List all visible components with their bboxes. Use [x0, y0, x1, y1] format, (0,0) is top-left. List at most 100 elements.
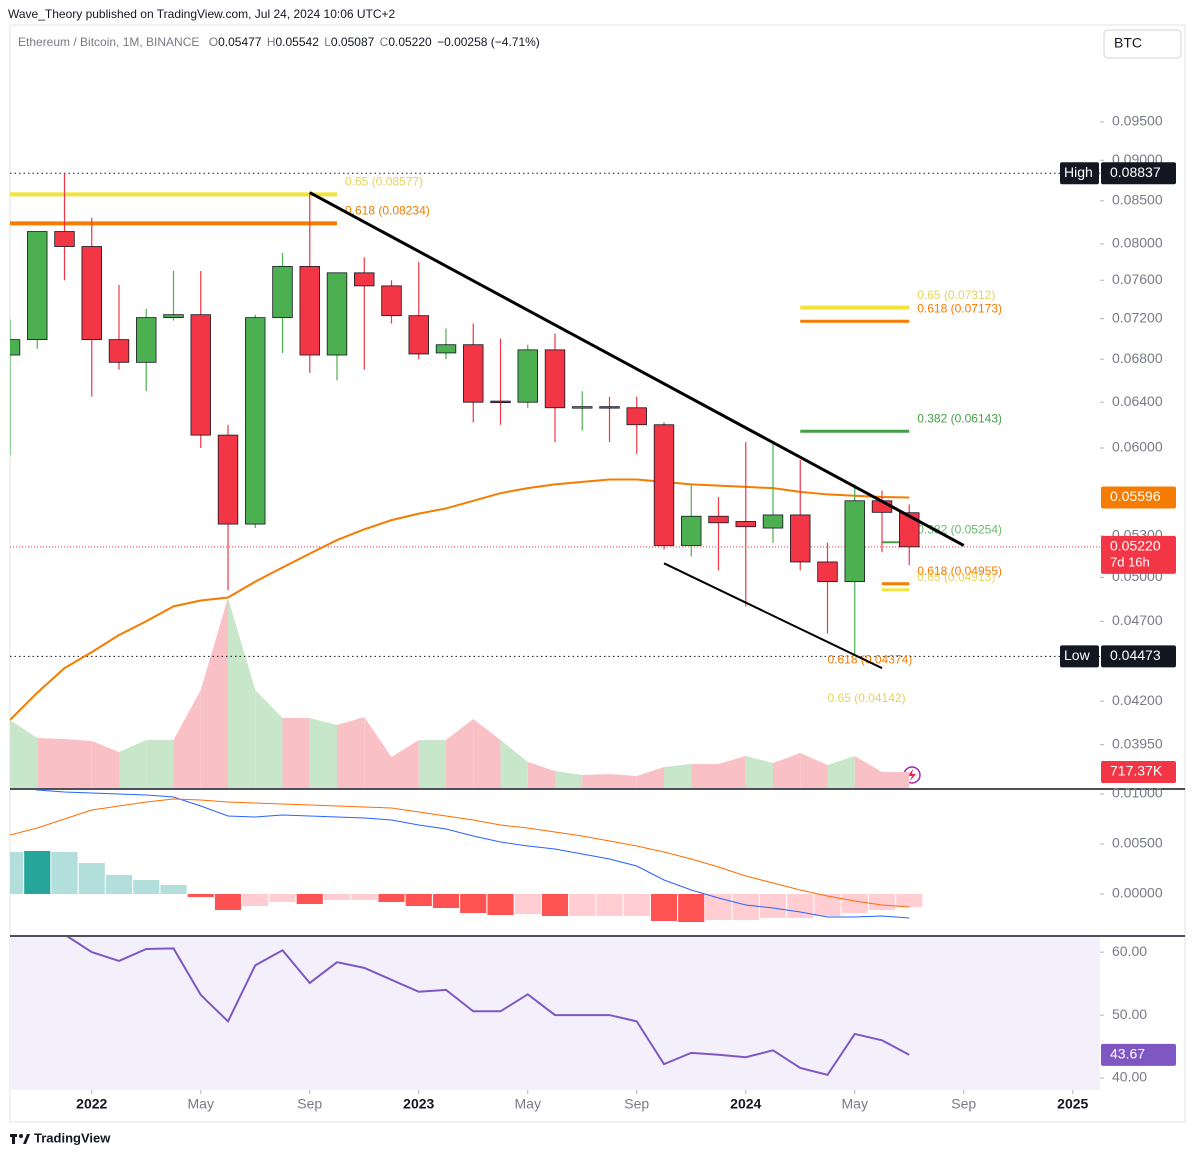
- macd-line: [34, 790, 910, 919]
- trendline: [663, 562, 883, 670]
- y-tick-label: 0.08000: [1112, 235, 1163, 251]
- volume-area: [582, 773, 610, 788]
- ohlc-key: H: [267, 35, 276, 49]
- candle-body: [136, 317, 157, 363]
- y-tick-label: 40.00: [1112, 1069, 1147, 1085]
- y-tick-label: 60.00: [1112, 943, 1147, 959]
- candle-body: [435, 344, 457, 354]
- volume-area: [800, 752, 828, 788]
- candle-body: [108, 339, 130, 363]
- macd-histogram-bar: [214, 894, 242, 910]
- ohlc-value: 0.05542: [276, 35, 320, 49]
- candle-body: [899, 512, 920, 548]
- candle-body: [408, 315, 429, 355]
- x-tick-label: Sep: [297, 1096, 322, 1112]
- publisher: Wave_Theory published on TradingView.com…: [8, 7, 396, 21]
- fib-label: 0.65 (0.04142): [828, 691, 906, 705]
- pane: [10, 790, 923, 922]
- candle-body: [490, 400, 511, 403]
- macd-histogram-bar: [732, 894, 759, 920]
- rsi-line: [66, 937, 910, 1077]
- candle-body: [463, 344, 484, 403]
- last-price-tag-box: [1101, 535, 1176, 574]
- volume-area: [64, 738, 92, 788]
- candle-body: [272, 265, 293, 319]
- candle-body: [653, 424, 675, 546]
- candle-body: [245, 317, 266, 525]
- x-tick-label: Sep: [624, 1096, 649, 1112]
- brand: TradingView: [34, 1130, 111, 1145]
- y-tick-label: 0.00500: [1112, 835, 1163, 851]
- macd-histogram-bar: [896, 894, 923, 907]
- volume-area: [527, 761, 555, 788]
- currency[interactable]: BTC: [1114, 35, 1142, 51]
- volume-area: [691, 763, 719, 788]
- macd-histogram-bar: [814, 894, 841, 916]
- y-tick-label: 0.07200: [1112, 309, 1163, 325]
- y-tick-label: 0.03950: [1112, 735, 1163, 751]
- y-tick-label: 50.00: [1112, 1006, 1147, 1022]
- moving-average: [10, 478, 910, 721]
- y-tick-label: 0.01000: [1112, 785, 1163, 801]
- macd-histogram-bar: [242, 894, 269, 906]
- volume-area: [146, 739, 174, 788]
- candle-body: [381, 285, 402, 317]
- volume-area: [119, 739, 147, 788]
- y-tick-label: 0.08500: [1112, 192, 1163, 208]
- candle-body: [572, 406, 593, 409]
- y-tick-label: 0.06400: [1112, 393, 1163, 409]
- macd-histogram-bar: [432, 894, 460, 908]
- macd-histogram-bar: [596, 894, 623, 916]
- volume-area: [228, 597, 256, 788]
- ohlc-value: 0.05477: [218, 35, 262, 49]
- volume-area: [500, 739, 528, 788]
- fib-label: 0.618 (0.07173): [917, 301, 1002, 315]
- x-tick-label: 2022: [76, 1096, 107, 1112]
- macd-histogram-bar: [514, 894, 541, 914]
- candle-body: [27, 231, 48, 341]
- volume-tag-box: [1101, 760, 1176, 783]
- rsi-tag: 43.67: [1110, 1046, 1145, 1062]
- volume-area: [664, 763, 692, 788]
- volume-area: [773, 752, 801, 788]
- fib-label: 0.618 (0.08234): [345, 204, 430, 218]
- volume-area: [364, 716, 392, 788]
- macd-histogram-bar: [24, 851, 51, 894]
- x-tick-label: 2025: [1057, 1096, 1088, 1112]
- macd-histogram-bar: [351, 894, 378, 900]
- x-tick-label: 2024: [730, 1096, 761, 1112]
- volume-area: [309, 717, 337, 788]
- volume-area: [609, 773, 637, 788]
- volume-area: [337, 716, 365, 788]
- candle-body: [81, 246, 102, 341]
- extreme-value: 0.08837: [1110, 164, 1161, 180]
- macd-histogram-bar: [759, 894, 787, 918]
- candle-body: [681, 515, 702, 546]
- candle-body: [517, 349, 538, 403]
- y-tick-label: 0.04200: [1112, 692, 1163, 708]
- extreme-name-box: [1060, 645, 1099, 668]
- x-tick-label: Sep: [951, 1096, 976, 1112]
- volume-area: [391, 739, 419, 788]
- y-tick-label: 0.04700: [1112, 612, 1163, 628]
- candle-body: [544, 349, 566, 409]
- volume-area: [718, 755, 746, 788]
- candle-body: [844, 500, 865, 583]
- macd-histogram-bar: [78, 863, 105, 894]
- macd-histogram-bar: [405, 894, 432, 906]
- brand-logo: [10, 1134, 30, 1144]
- volume-area: [827, 755, 855, 788]
- fib-label: 0.382 (0.06143): [917, 411, 1002, 425]
- macd-histogram-bar: [323, 894, 351, 900]
- candle-body: [217, 434, 239, 525]
- candle-body: [735, 521, 756, 528]
- macd-histogram-bar: [623, 894, 650, 916]
- candle-body: [790, 514, 811, 563]
- volume-area: [473, 718, 501, 788]
- macd-line: [10, 798, 910, 908]
- currency-button[interactable]: [1103, 29, 1182, 59]
- pane: 0.65 (0.08577) 0.618 (0.08234) 0.65 (0.073…: [10, 172, 1100, 788]
- candle-body: [762, 514, 784, 529]
